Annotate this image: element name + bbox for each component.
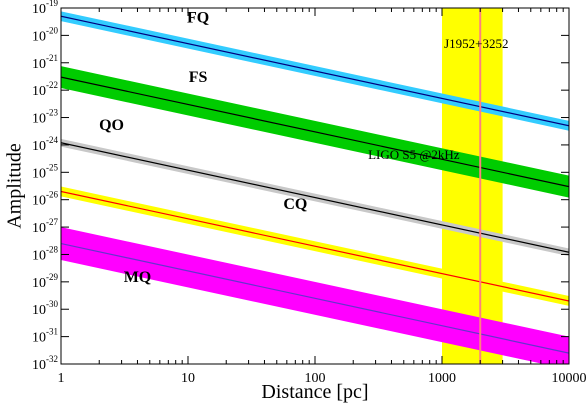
x-tick-label: 10 [181, 371, 195, 386]
y-tick-label: 10-30 [32, 299, 58, 318]
y-tick-label: 10-22 [32, 80, 58, 99]
x-tick-label: 1 [58, 371, 65, 386]
line-cq [61, 190, 569, 302]
band-mq [61, 227, 569, 364]
region-band [442, 8, 503, 364]
line-qo [61, 142, 569, 253]
x-axis-title: Distance [pc] [261, 381, 368, 403]
plot-content: J1952+3252 LIGO S5 @2kHz FQ FS QO CQ MQ [61, 8, 569, 364]
annotation-0: LIGO S5 @2kHz [368, 147, 460, 162]
x-tick-label: 10000 [552, 371, 587, 386]
region-label: J1952+3252 [444, 36, 508, 51]
band-label-fq: FQ [187, 9, 209, 26]
y-tick-label: 10-29 [32, 272, 58, 291]
y-tick-label: 10-31 [32, 327, 58, 346]
line-fq [61, 15, 569, 127]
y-tick-label: 10-26 [32, 190, 58, 209]
band-label-cq: CQ [283, 196, 307, 213]
axis-ticks: 1 10 100 1000 10000 10-19 10-20 10-21 10-22 10-23… [32, 0, 587, 386]
band-label-qo: QO [99, 117, 124, 134]
y-tick-label: 10-27 [32, 217, 58, 236]
y-axis-title: Amplitude [4, 143, 26, 229]
y-tick-label: 10-25 [32, 162, 58, 181]
y-tick-label: 10-32 [32, 354, 58, 373]
y-tick-label: 10-23 [32, 108, 58, 127]
line-fs [61, 76, 569, 188]
y-tick-label: 10-28 [32, 244, 58, 263]
y-tick-label: 10-19 [32, 0, 58, 17]
line-mq [61, 242, 569, 354]
y-tick-label: 10-21 [32, 53, 58, 72]
x-tick-label: 100 [305, 371, 326, 386]
y-tick-label: 10-20 [32, 25, 58, 44]
plot-area: J1952+3252 LIGO S5 @2kHz FQ FS QO CQ MQ [61, 8, 569, 364]
band-label-mq: MQ [124, 269, 152, 286]
x-tick-label: 1000 [428, 371, 456, 386]
band-label-fs: FS [189, 69, 208, 86]
y-tick-label: 10-24 [32, 135, 58, 154]
